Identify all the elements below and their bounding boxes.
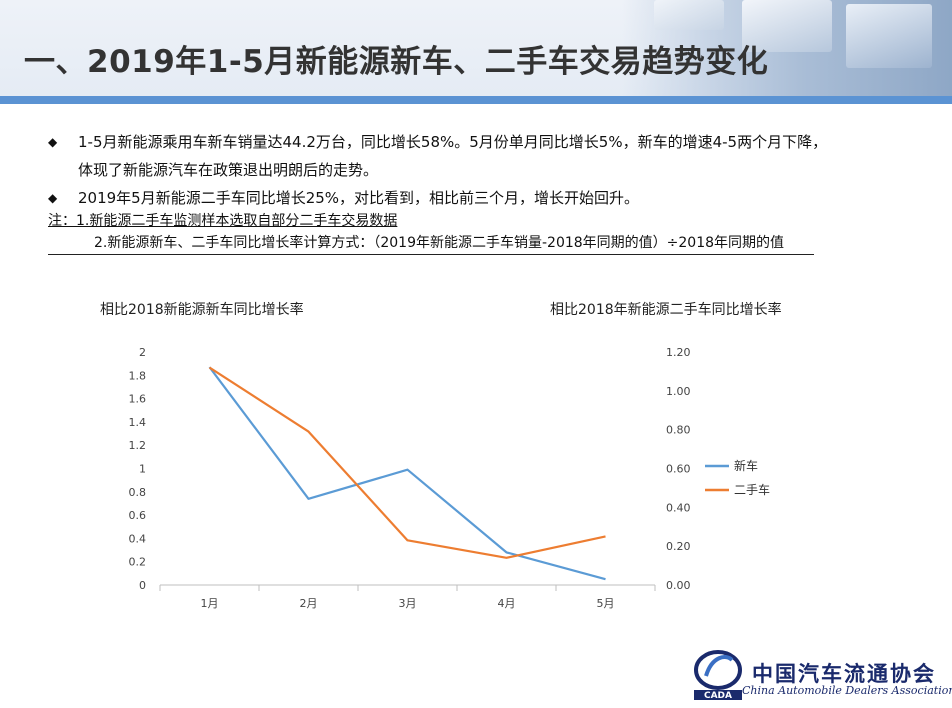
chart-title-right: 相比2018年新能源二手车同比增长率 bbox=[550, 302, 782, 318]
bullet-text: 1-5月新能源乘用车新车销量达44.2万台，同比增长58%。5月份单月同比增长5… bbox=[78, 133, 828, 151]
y-left-tick-label: 1.2 bbox=[129, 439, 147, 452]
y-right-tick-label: 0.80 bbox=[666, 424, 691, 437]
y-left-tick-label: 1.6 bbox=[129, 393, 147, 406]
y-left-tick-label: 0.4 bbox=[129, 532, 147, 545]
bullet-item: ◆ 1-5月新能源乘用车新车销量达44.2万台，同比增长58%。5月份单月同比增… bbox=[48, 128, 928, 184]
bullet-list: ◆ 1-5月新能源乘用车新车销量达44.2万台，同比增长58%。5月份单月同比增… bbox=[48, 128, 928, 212]
footnote-line-2: 2.新能源新车、二手车同比增长率计算方式：（2019年新能源二手车销量-2018… bbox=[48, 232, 784, 254]
decor-cube bbox=[846, 4, 932, 68]
series-line-2 bbox=[208, 366, 606, 559]
y-left-tick-label: 2 bbox=[139, 346, 146, 359]
y-right-tick-label: 1.00 bbox=[666, 385, 691, 398]
y-right-tick-label: 1.20 bbox=[666, 346, 691, 359]
logo-mark-text: CADA bbox=[704, 691, 732, 701]
y-left-tick-label: 1 bbox=[139, 463, 146, 476]
bullet-diamond-icon: ◆ bbox=[48, 191, 58, 205]
footnote-line-1: 注：1.新能源二手车监测样本选取自部分二手车交易数据 bbox=[48, 210, 784, 232]
y-right-tick-label: 0.40 bbox=[666, 501, 691, 514]
chart-title-left: 相比2018新能源新车同比增长率 bbox=[100, 302, 304, 318]
footnote-text: 2.新能源新车、二手车同比增长率计算方式：（2019年新能源二手车销量-2018… bbox=[94, 235, 785, 251]
series-line-1 bbox=[208, 366, 606, 581]
slide-title: 一、2019年1-5月新能源新车、二手车交易趋势变化 bbox=[24, 44, 769, 80]
bullet-text: 2019年5月新能源二手车同比增长25%，对比看到，相比前三个月，增长开始回升。 bbox=[78, 189, 640, 207]
header-decoration bbox=[622, 0, 952, 96]
bullet-text-continued: 体现了新能源汽车在政策退出明朗后的走势。 bbox=[78, 161, 379, 179]
y-right-tick-label: 0.60 bbox=[666, 463, 691, 476]
y-left-tick-label: 0.2 bbox=[129, 556, 147, 569]
legend-label: 新车 bbox=[734, 458, 758, 473]
bullet-item: ◆ 2019年5月新能源二手车同比增长25%，对比看到，相比前三个月，增长开始回… bbox=[48, 184, 928, 212]
x-tick-label: 3月 bbox=[399, 597, 417, 610]
logo-chinese-name: 中国汽车流通协会 bbox=[752, 661, 936, 686]
y-right-tick-label: 0.00 bbox=[666, 579, 691, 592]
y-right-tick-label: 0.20 bbox=[666, 540, 691, 553]
footnote-underline bbox=[48, 254, 814, 255]
x-tick-label: 2月 bbox=[300, 597, 318, 610]
y-left-tick-label: 0.6 bbox=[129, 509, 147, 522]
header-accent-bar bbox=[0, 96, 952, 104]
decor-cube bbox=[654, 0, 724, 30]
cada-logo: CADA 中国汽车流通协会 China Automobile Dealers A… bbox=[690, 640, 952, 704]
legend-label: 二手车 bbox=[734, 482, 770, 497]
bullet-diamond-icon: ◆ bbox=[48, 135, 58, 149]
slide-header: 一、2019年1-5月新能源新车、二手车交易趋势变化 bbox=[0, 0, 952, 104]
x-tick-label: 5月 bbox=[597, 597, 615, 610]
y-left-tick-label: 1.8 bbox=[129, 369, 147, 382]
x-tick-label: 4月 bbox=[498, 597, 516, 610]
cada-logo-icon: CADA bbox=[694, 650, 742, 701]
y-left-tick-label: 0 bbox=[139, 579, 146, 592]
footnote-text: 注：1.新能源二手车监测样本选取自部分二手车交易数据 bbox=[48, 213, 398, 229]
footnote: 注：1.新能源二手车监测样本选取自部分二手车交易数据 2.新能源新车、二手车同比… bbox=[48, 210, 784, 254]
logo-english-name: China Automobile Dealers Association bbox=[742, 684, 952, 697]
y-left-tick-label: 1.4 bbox=[129, 416, 147, 429]
y-left-tick-label: 0.8 bbox=[129, 486, 147, 499]
decor-cube bbox=[742, 0, 832, 52]
x-tick-label: 1月 bbox=[201, 597, 219, 610]
